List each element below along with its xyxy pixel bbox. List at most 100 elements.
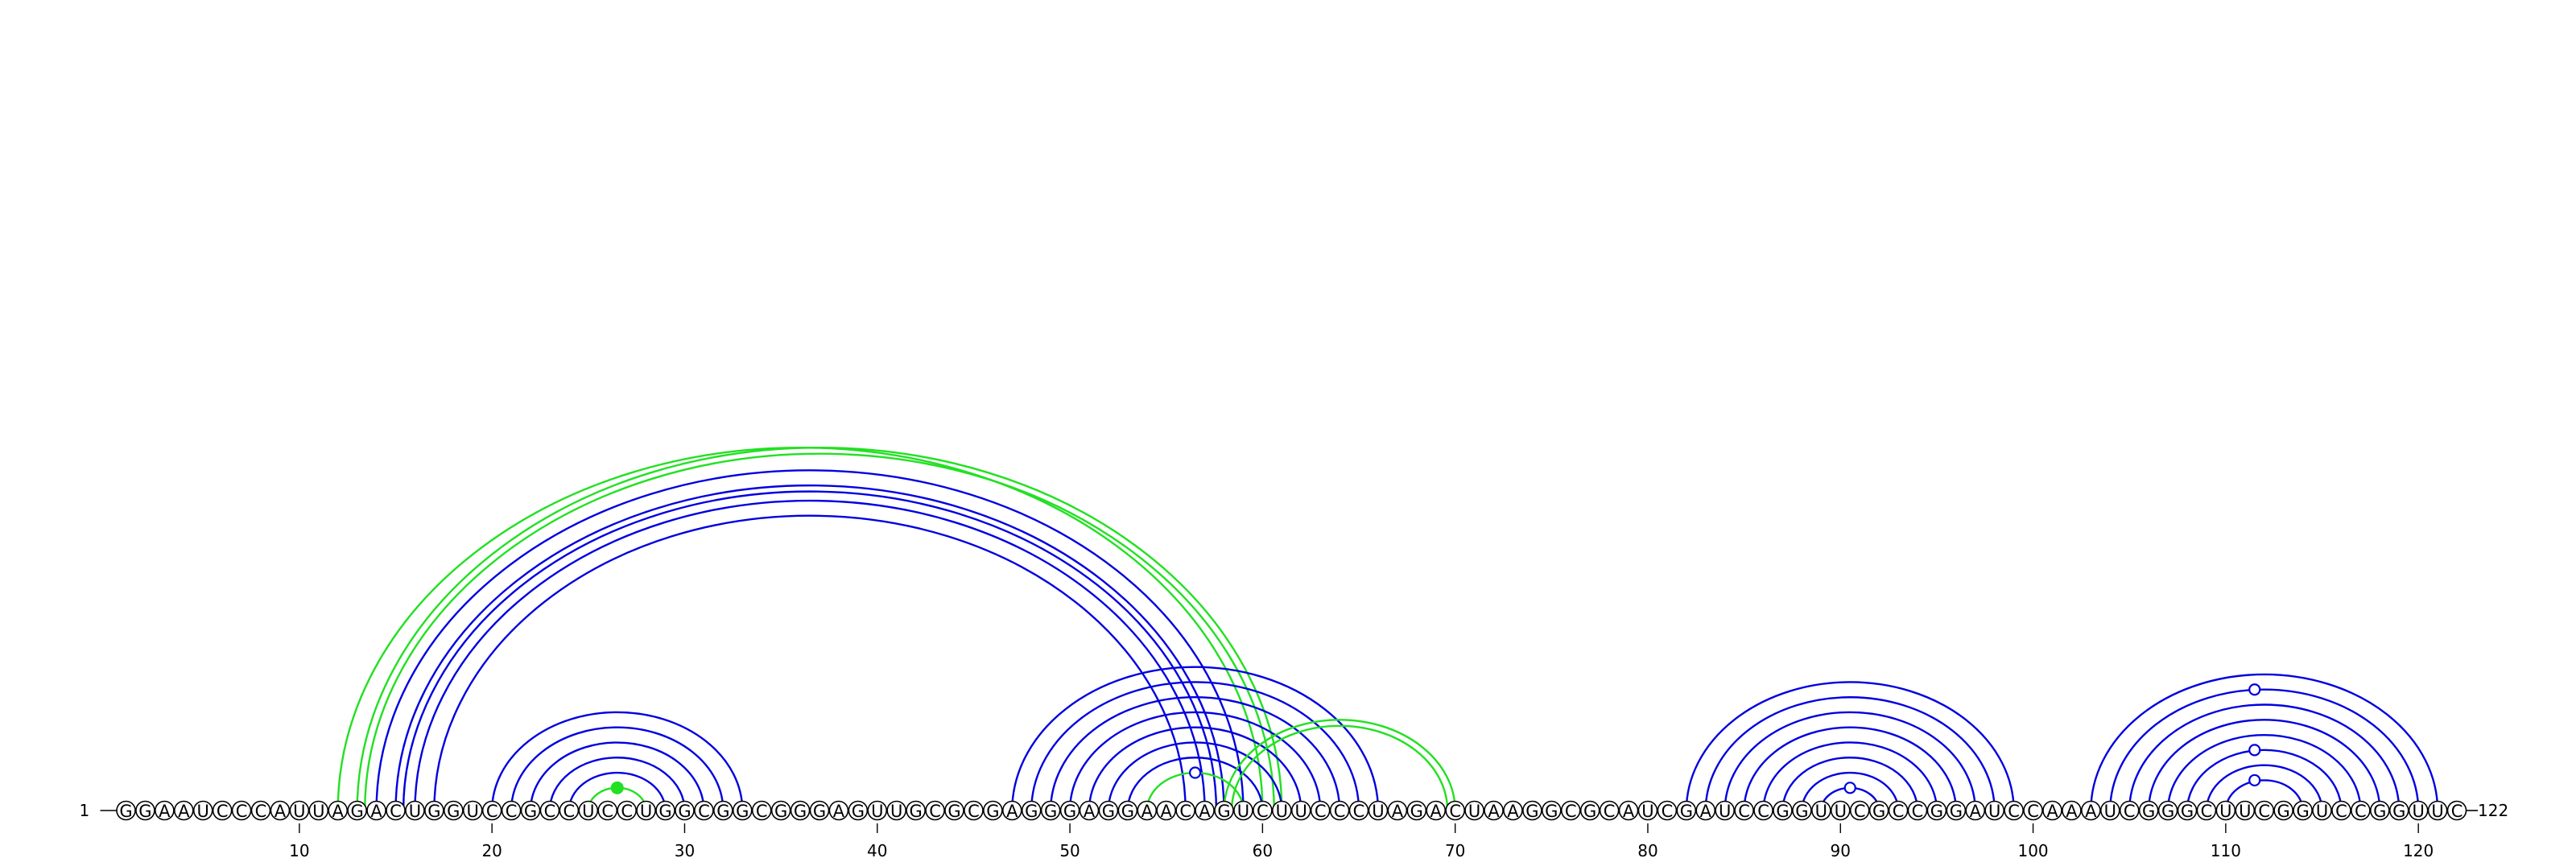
- base-pair-arc: [2205, 764, 2323, 811]
- nucleotide-circle: [289, 800, 310, 821]
- nucleotide-circle: [2157, 800, 2178, 821]
- nucleotide-letter: G: [1872, 802, 1885, 821]
- nucleotide-circle: [2388, 800, 2409, 821]
- nucleotide-circle: [964, 800, 984, 821]
- nucleotide-letter: C: [2027, 802, 2039, 821]
- nucleotide-letter: C: [1179, 802, 1191, 821]
- nucleotide-circle: [1464, 800, 1484, 821]
- nucleotide-letter: G: [1795, 802, 1808, 821]
- filled-marker: [610, 781, 624, 794]
- nucleotide-letter: G: [1102, 802, 1115, 821]
- nucleotide-circle: [2081, 800, 2101, 821]
- nucleotide-letter: U: [1276, 802, 1288, 821]
- nucleotide-letter: G: [119, 802, 132, 821]
- nucleotide-letter: G: [716, 802, 729, 821]
- nucleotide-letter: G: [794, 802, 807, 821]
- base-pair-arc: [2090, 673, 2439, 811]
- nucleotide-letter: A: [1623, 802, 1635, 821]
- end-index-label: 122: [2478, 801, 2508, 820]
- nucleotide-letter: G: [1583, 802, 1596, 821]
- nucleotide-circle: [944, 800, 964, 821]
- nucleotide-letter: G: [2161, 802, 2174, 821]
- nucleotide-circle: [1310, 800, 1331, 821]
- axis-tick-label: 60: [1253, 841, 1273, 858]
- nucleotide-circle: [444, 800, 464, 821]
- nucleotide-letter: G: [813, 802, 826, 821]
- nucleotide-circle: [1387, 800, 1408, 821]
- nucleotide-circle: [1117, 800, 1138, 821]
- nucleotide-circle: [2370, 800, 2390, 821]
- nucleotide-letter: G: [947, 802, 960, 821]
- nucleotide-letter: G: [351, 802, 364, 821]
- nucleotide-circle: [1599, 800, 1620, 821]
- nucleotide-circle: [983, 800, 1003, 821]
- nucleotide-letter: U: [1295, 802, 1307, 821]
- nucleotide-letter: G: [1044, 802, 1057, 821]
- nucleotide-letter: C: [621, 802, 633, 821]
- nucleotide-letter: A: [1430, 802, 1443, 821]
- base-pair-arc: [548, 757, 686, 811]
- nucleotide-circle: [2215, 800, 2236, 821]
- nucleotide-circle: [1734, 800, 1754, 821]
- nucleotide-circle: [1542, 800, 1562, 821]
- nucleotide-letter: G: [1063, 802, 1076, 821]
- base-pair-arc: [356, 447, 1283, 811]
- nucleotide-circle: [250, 800, 271, 821]
- base-pair-arc: [414, 499, 1206, 811]
- base-pair-arc: [1107, 741, 1283, 811]
- nucleotide-circle: [751, 800, 772, 821]
- base-pair-arc: [364, 452, 1275, 811]
- nucleotide-letter: A: [1970, 802, 1982, 821]
- nucleotide-circle: [925, 800, 945, 821]
- base-pair-arc: [2186, 749, 2343, 811]
- nucleotide-circle: [1637, 800, 1658, 821]
- nucleotide-letter: G: [1545, 802, 1558, 821]
- nucleotide-circle: [2293, 800, 2313, 821]
- axis-tick-label: 70: [1445, 841, 1465, 858]
- nucleotide-letter: C: [1757, 802, 1769, 821]
- nucleotide-letter: C: [2201, 802, 2213, 821]
- nucleotide-circle: [1926, 800, 1947, 821]
- nucleotide-circle: [867, 800, 888, 821]
- nucleotide-letter: G: [1410, 802, 1423, 821]
- nucleotide-circle: [1868, 800, 1889, 821]
- nucleotide-letter: A: [1161, 802, 1173, 821]
- nucleotide-letter: G: [2392, 802, 2405, 821]
- nucleotide-letter: G: [2296, 802, 2309, 821]
- nucleotide-circle: [366, 800, 386, 821]
- nucleotide-circle: [2331, 800, 2351, 821]
- nucleotide-circle: [116, 800, 136, 821]
- nucleotide-circle: [1484, 800, 1504, 821]
- nucleotide-letter: G: [1025, 802, 1038, 821]
- nucleotide-circle: [790, 800, 811, 821]
- nucleotide-letter: C: [698, 802, 710, 821]
- nucleotide-letter: U: [2431, 802, 2443, 821]
- nucleotide-letter: C: [1912, 802, 1924, 821]
- nucleotide-circle: [770, 800, 791, 821]
- nucleotide-letter: C: [2451, 802, 2463, 821]
- nucleotide-letter: G: [1217, 802, 1230, 821]
- base-pair-arc: [1223, 719, 1456, 811]
- nucleotide-letter: C: [390, 802, 402, 821]
- nucleotide-letter: A: [1700, 802, 1712, 821]
- nucleotide-circle: [1811, 800, 1831, 821]
- base-pair-arc: [402, 490, 1218, 811]
- nucleotide-letter: U: [890, 802, 902, 821]
- nucleotide-letter: U: [1641, 802, 1653, 821]
- nucleotide-circle: [617, 800, 637, 821]
- nucleotide-circle: [1214, 800, 1234, 821]
- nucleotide-letter: A: [1006, 802, 1018, 821]
- nucleotide-circle: [1195, 800, 1215, 821]
- nucleotide-circle: [732, 800, 753, 821]
- nucleotide-letter: U: [1835, 802, 1847, 821]
- nucleotide-circle: [2119, 800, 2140, 821]
- nucleotide-letter: C: [236, 802, 248, 821]
- nucleotide-letter: A: [1199, 802, 1211, 821]
- nucleotide-letter: C: [1449, 802, 1461, 821]
- base-pair-arc: [1743, 726, 1958, 811]
- axis-tick-label: 110: [2211, 841, 2241, 858]
- nucleotide-circle: [1175, 800, 1195, 821]
- nucleotide-letter: G: [138, 802, 151, 821]
- nucleotide-circle: [1098, 800, 1119, 821]
